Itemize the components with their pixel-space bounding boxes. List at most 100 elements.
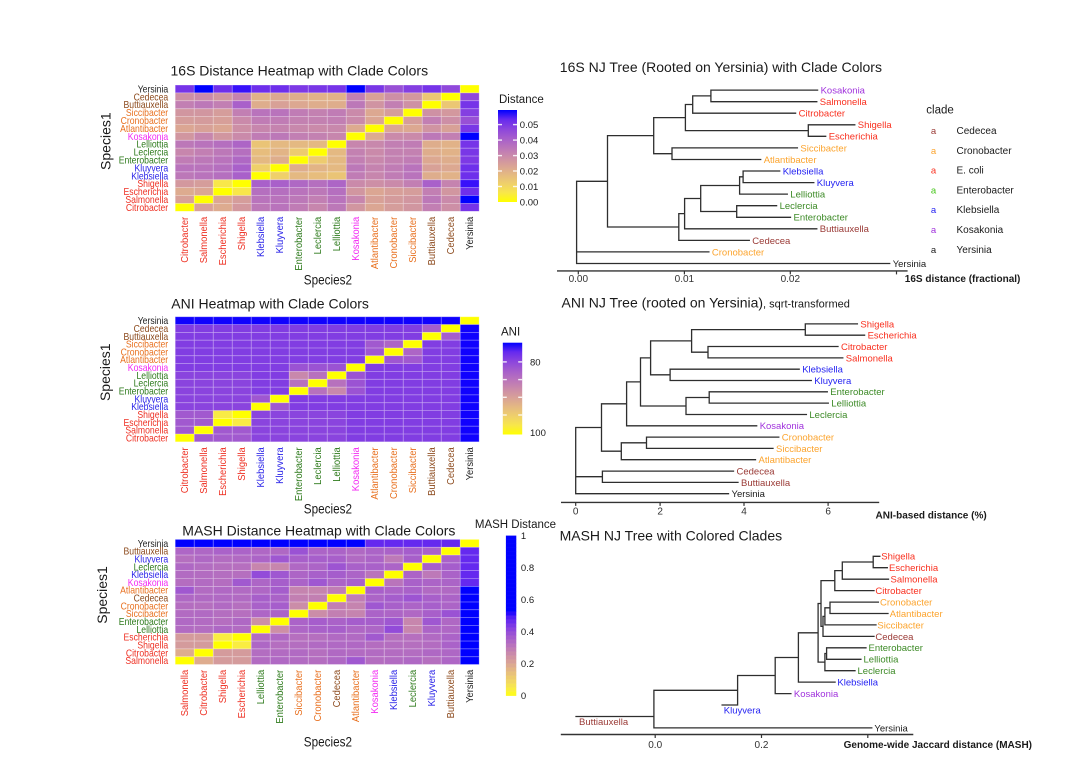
svg-text:Kosakonia: Kosakonia xyxy=(351,216,362,260)
svg-text:Siccibacter: Siccibacter xyxy=(126,340,169,351)
svg-text:Kluyvera: Kluyvera xyxy=(135,163,169,174)
svg-text:Atlantibacter: Atlantibacter xyxy=(370,216,381,269)
svg-text:Klebsiella: Klebsiella xyxy=(256,447,267,488)
svg-text:0.02: 0.02 xyxy=(781,274,801,285)
svg-text:Leclercia: Leclercia xyxy=(134,562,169,573)
svg-text:Atlantibacter: Atlantibacter xyxy=(764,155,817,166)
svg-text:Salmonella: Salmonella xyxy=(125,426,168,437)
svg-text:Citrobacter: Citrobacter xyxy=(126,203,169,214)
svg-text:Kluyvera: Kluyvera xyxy=(814,376,852,387)
svg-text:Lelliottia: Lelliottia xyxy=(137,625,169,636)
svg-text:Yersinia: Yersinia xyxy=(465,216,476,250)
svg-text:Siccibacter: Siccibacter xyxy=(776,444,822,455)
svg-text:Klebsiella: Klebsiella xyxy=(256,216,267,257)
svg-text:Buttiauxella: Buttiauxella xyxy=(820,224,870,235)
svg-text:Kluyvera: Kluyvera xyxy=(724,705,762,716)
svg-text:ANI: ANI xyxy=(501,326,520,338)
svg-text:Escherichia: Escherichia xyxy=(829,132,879,143)
svg-text:Siccibacter: Siccibacter xyxy=(126,108,169,119)
svg-text:Escherichia: Escherichia xyxy=(218,216,229,265)
svg-text:Leclercia: Leclercia xyxy=(780,201,819,212)
svg-text:ANI NJ Tree (rooted on Yersini: ANI NJ Tree (rooted on Yersinia), sqrt-t… xyxy=(562,295,850,311)
svg-text:0.00: 0.00 xyxy=(569,274,589,285)
svg-text:0.2: 0.2 xyxy=(521,659,534,670)
svg-text:Escherichia: Escherichia xyxy=(889,563,939,574)
svg-text:Cedecea: Cedecea xyxy=(446,216,457,254)
svg-text:Escherichia: Escherichia xyxy=(237,669,248,718)
svg-text:16S distance (fractional): 16S distance (fractional) xyxy=(905,274,1021,285)
svg-text:Atlantibacter: Atlantibacter xyxy=(370,447,381,500)
svg-text:Atlantibacter: Atlantibacter xyxy=(351,669,362,722)
svg-text:Lelliottia: Lelliottia xyxy=(864,655,900,666)
svg-text:Buttiauxella: Buttiauxella xyxy=(741,478,791,489)
svg-text:ANI Heatmap with Clade Colors: ANI Heatmap with Clade Colors xyxy=(171,295,369,311)
svg-text:16S Distance Heatmap with Clad: 16S Distance Heatmap with Clade Colors xyxy=(171,63,429,79)
svg-text:Salmonella: Salmonella xyxy=(180,669,191,716)
svg-text:Leclercia: Leclercia xyxy=(408,669,419,707)
svg-text:Cedecea: Cedecea xyxy=(737,467,776,478)
svg-text:Species2: Species2 xyxy=(304,272,352,288)
svg-text:Salmonella: Salmonella xyxy=(199,447,210,494)
svg-text:Cronobacter: Cronobacter xyxy=(121,116,169,127)
svg-text:0.01: 0.01 xyxy=(520,182,539,193)
svg-text:Escherichia: Escherichia xyxy=(218,447,229,496)
svg-text:Atlantibacter: Atlantibacter xyxy=(759,455,812,466)
svg-text:Enterobacter: Enterobacter xyxy=(830,387,884,398)
svg-text:Cedecea: Cedecea xyxy=(446,447,457,485)
svg-text:Klebsiella: Klebsiella xyxy=(802,365,843,376)
svg-text:Salmonella: Salmonella xyxy=(199,216,210,263)
svg-text:Yersinia: Yersinia xyxy=(138,316,169,327)
svg-text:a: a xyxy=(931,185,937,196)
svg-text:Buttiauxella: Buttiauxella xyxy=(124,100,169,111)
svg-text:Yersinia: Yersinia xyxy=(465,669,476,703)
svg-text:Cedecea: Cedecea xyxy=(875,632,914,643)
svg-text:Siccibacter: Siccibacter xyxy=(877,620,923,631)
svg-text:a: a xyxy=(931,166,937,177)
svg-text:Citrobacter: Citrobacter xyxy=(126,433,169,444)
svg-text:Citrobacter: Citrobacter xyxy=(841,342,887,353)
svg-text:0: 0 xyxy=(573,507,579,518)
svg-text:Species2: Species2 xyxy=(304,501,352,517)
svg-text:Escherichia: Escherichia xyxy=(124,418,169,429)
svg-text:a: a xyxy=(931,205,937,216)
svg-text:Leclercia: Leclercia xyxy=(134,379,169,390)
svg-text:Kluyvera: Kluyvera xyxy=(817,178,855,189)
svg-text:Siccibacter: Siccibacter xyxy=(126,609,169,620)
svg-text:Cronobacter: Cronobacter xyxy=(121,601,169,612)
svg-text:Kosakonia: Kosakonia xyxy=(370,669,381,713)
svg-text:Enterobacter: Enterobacter xyxy=(119,156,169,167)
svg-text:E. coli: E. coli xyxy=(957,166,984,177)
svg-text:Siccibacter: Siccibacter xyxy=(408,447,419,494)
svg-text:Leclercia: Leclercia xyxy=(313,447,324,485)
svg-text:Kluyvera: Kluyvera xyxy=(135,394,169,405)
svg-text:0.02: 0.02 xyxy=(520,166,539,177)
svg-text:Shigella: Shigella xyxy=(137,641,168,652)
svg-text:Leclercia: Leclercia xyxy=(134,148,169,159)
svg-text:a: a xyxy=(931,126,937,137)
svg-text:Shigella: Shigella xyxy=(137,410,168,421)
svg-text:Yersinia: Yersinia xyxy=(874,723,908,734)
svg-text:Cronobacter: Cronobacter xyxy=(389,216,400,268)
svg-text:Atlantibacter: Atlantibacter xyxy=(120,355,169,366)
svg-text:Cronobacter: Cronobacter xyxy=(957,146,1013,157)
svg-text:Klebsiella: Klebsiella xyxy=(389,669,400,710)
svg-text:Lelliottia: Lelliottia xyxy=(332,447,343,482)
svg-text:1: 1 xyxy=(521,531,526,542)
svg-text:Citrobacter: Citrobacter xyxy=(799,109,845,120)
svg-text:Salmonella: Salmonella xyxy=(125,656,168,667)
svg-text:Buttiauxella: Buttiauxella xyxy=(427,447,438,496)
svg-text:Shigella: Shigella xyxy=(237,216,248,250)
svg-text:Yersinia: Yersinia xyxy=(893,259,927,270)
svg-text:Shigella: Shigella xyxy=(137,179,168,190)
svg-text:4: 4 xyxy=(741,507,747,518)
svg-text:Lelliottia: Lelliottia xyxy=(137,140,169,151)
svg-text:Citrobacter: Citrobacter xyxy=(180,216,191,263)
svg-text:Atlantibacter: Atlantibacter xyxy=(120,586,169,597)
svg-text:Species1: Species1 xyxy=(98,112,114,170)
svg-text:Cedecea: Cedecea xyxy=(134,594,169,605)
svg-text:Klebsiella: Klebsiella xyxy=(783,166,824,177)
svg-text:Lelliottia: Lelliottia xyxy=(831,399,867,410)
svg-text:Lelliottia: Lelliottia xyxy=(137,371,169,382)
svg-text:Shigella: Shigella xyxy=(237,447,248,481)
svg-text:Atlantibacter: Atlantibacter xyxy=(120,124,169,135)
